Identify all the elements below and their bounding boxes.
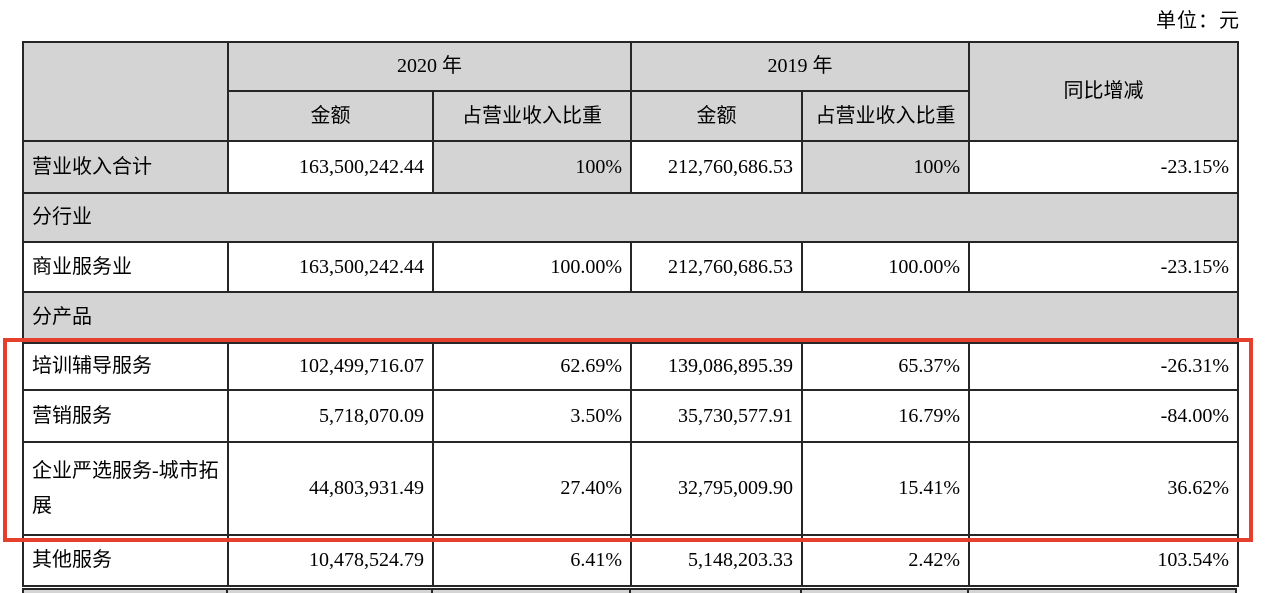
amount-2020-cell: 10,478,524.79 — [227, 534, 434, 587]
yoy-cell: -23.15% — [968, 241, 1239, 293]
share-2020-header: 占营业收入比重 — [432, 90, 632, 142]
share-2019-cell: 15.41% — [801, 441, 970, 536]
header-row-years: 2020 年 2019 年 同比增减 — [22, 41, 1239, 142]
share-2019-cell: 2.42% — [801, 534, 970, 587]
table-row-other-services: 其他服务 10,478,524.79 6.41% 5,148,203.33 2.… — [22, 534, 1239, 587]
section-label-cell: 分产品 — [22, 291, 1239, 344]
share-2020-cell: 3.50% — [432, 389, 632, 443]
corner-header-cell — [22, 41, 229, 142]
row-label-cell: 企业严选服务-城市拓展 — [22, 441, 229, 536]
yoy-cell: -84.00% — [968, 389, 1239, 443]
yoy-cell: 103.54% — [968, 534, 1239, 587]
amount-2019-cell: 212,760,686.53 — [630, 140, 803, 194]
amount-2019-cell: 32,795,009.90 — [630, 441, 803, 536]
next-row-cutoff-sliver — [22, 588, 1237, 593]
amount-2019-cell: 35,730,577.91 — [630, 389, 803, 443]
year-2020-header: 2020 年 — [227, 41, 632, 92]
table-row-marketing-services: 营销服务 5,718,070.09 3.50% 35,730,577.91 16… — [22, 389, 1239, 443]
table-row-business-services: 商业服务业 163,500,242.44 100.00% 212,760,686… — [22, 241, 1239, 293]
section-label-cell: 分行业 — [22, 192, 1239, 243]
revenue-breakdown-table: 2020 年 2019 年 同比增减 金额 占营业收入比重 金额 占营业收入比重… — [22, 41, 1239, 587]
amount-2019-cell: 5,148,203.33 — [630, 534, 803, 587]
share-2019-cell: 16.79% — [801, 389, 970, 443]
share-2020-cell: 62.69% — [432, 342, 632, 391]
amount-2020-header: 金额 — [227, 90, 434, 142]
share-2019-cell: 65.37% — [801, 342, 970, 391]
share-2020-cell: 100% — [432, 140, 632, 194]
amount-2020-cell: 44,803,931.49 — [227, 441, 434, 536]
amount-2020-cell: 163,500,242.44 — [227, 140, 434, 194]
share-2020-cell: 6.41% — [432, 534, 632, 587]
amount-2020-cell: 102,499,716.07 — [227, 342, 434, 391]
share-2019-header: 占营业收入比重 — [801, 90, 970, 142]
section-row-by-product: 分产品 — [22, 291, 1239, 344]
section-row-by-industry: 分行业 — [22, 192, 1239, 243]
unit-label: 单位：元 — [1156, 10, 1240, 32]
yoy-cell: -23.15% — [968, 140, 1239, 194]
header-row-subcolumns: 金额 占营业收入比重 金额 占营业收入比重 — [23, 90, 1238, 142]
share-2020-cell: 27.40% — [432, 441, 632, 536]
year-2019-header: 2019 年 — [630, 41, 970, 92]
share-2020-cell: 100.00% — [432, 241, 632, 293]
yoy-cell: -26.31% — [968, 342, 1239, 391]
yoy-header: 同比增减 — [968, 41, 1239, 142]
table-row-training-services: 培训辅导服务 102,499,716.07 62.69% 139,086,895… — [22, 342, 1239, 391]
share-2019-cell: 100% — [801, 140, 970, 194]
table-row-enterprise-selected-services: 企业严选服务-城市拓展 44,803,931.49 27.40% 32,795,… — [22, 441, 1239, 536]
row-label-cell: 其他服务 — [22, 534, 229, 587]
row-label-cell: 培训辅导服务 — [22, 342, 229, 391]
amount-2020-cell: 5,718,070.09 — [227, 389, 434, 443]
row-label-cell: 商业服务业 — [22, 241, 229, 293]
amount-2019-cell: 212,760,686.53 — [630, 241, 803, 293]
yoy-cell: 36.62% — [968, 441, 1239, 536]
row-label-cell: 营业收入合计 — [22, 140, 229, 194]
share-2019-cell: 100.00% — [801, 241, 970, 293]
row-label-cell: 营销服务 — [22, 389, 229, 443]
amount-2019-cell: 139,086,895.39 — [630, 342, 803, 391]
amount-2019-header: 金额 — [630, 90, 803, 142]
amount-2020-cell: 163,500,242.44 — [227, 241, 434, 293]
table-row-total-revenue: 营业收入合计 163,500,242.44 100% 212,760,686.5… — [22, 140, 1239, 194]
